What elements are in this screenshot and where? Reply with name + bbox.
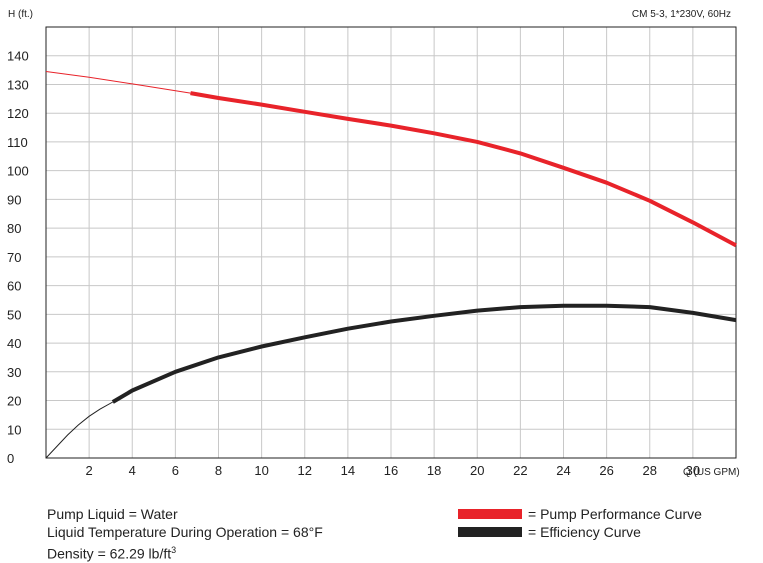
x-tick-label: 26 bbox=[599, 463, 613, 478]
x-axis-ticks: 2 4 6 8 10 12 14 16 18 20 22 24 26 28 30 bbox=[86, 463, 701, 478]
y-tick-label: 10 bbox=[7, 422, 21, 437]
y-tick-label: 50 bbox=[7, 307, 21, 322]
plot-frame bbox=[45, 26, 737, 459]
chart-grid bbox=[46, 27, 737, 458]
y-axis-title: H (ft.) bbox=[8, 9, 33, 20]
x-tick-label: 24 bbox=[556, 463, 570, 478]
x-axis-label: Q (US GPM) bbox=[683, 467, 740, 478]
y-axis-ticks: 0 10 20 30 40 50 60 70 80 90 100 110 120 130 140 bbox=[7, 49, 29, 466]
x-tick-label: 20 bbox=[470, 463, 484, 478]
x-tick-label: 8 bbox=[215, 463, 222, 478]
legend-label-efficiency: = Efficiency Curve bbox=[528, 524, 641, 540]
x-tick-label: 2 bbox=[86, 463, 93, 478]
y-tick-label: 70 bbox=[7, 250, 21, 265]
y-tick-label: 100 bbox=[7, 164, 29, 179]
x-tick-label: 10 bbox=[254, 463, 268, 478]
legend-swatch-performance bbox=[458, 509, 522, 519]
density-text: Density = 62.29 lb/ft3 bbox=[47, 541, 323, 563]
y-tick-label: 110 bbox=[7, 135, 28, 150]
y-tick-label: 60 bbox=[7, 279, 21, 294]
x-tick-label: 30 bbox=[686, 463, 700, 478]
x-tick-label: 16 bbox=[384, 463, 398, 478]
liquid-info: Pump Liquid = Water Liquid Temperature D… bbox=[47, 505, 323, 563]
y-tick-label: 30 bbox=[7, 365, 21, 380]
legend-swatch-efficiency bbox=[458, 527, 522, 537]
pump-liquid-text: Pump Liquid = Water bbox=[47, 506, 178, 522]
y-tick-label: 80 bbox=[7, 221, 21, 236]
y-tick-label: 120 bbox=[7, 106, 29, 121]
chart-curves bbox=[45, 71, 737, 459]
y-tick-label: 40 bbox=[7, 336, 21, 351]
x-tick-label: 6 bbox=[172, 463, 179, 478]
x-tick-label: 22 bbox=[513, 463, 527, 478]
y-tick-label: 20 bbox=[7, 394, 21, 409]
efficiency-curve-extension bbox=[45, 401, 114, 459]
legend-item-performance: = Pump Performance Curve bbox=[458, 505, 702, 523]
y-tick-label: 130 bbox=[7, 77, 29, 92]
y-tick-label: 90 bbox=[7, 192, 21, 207]
chart-legend: = Pump Performance Curve = Efficiency Cu… bbox=[458, 505, 702, 541]
y-tick-label: 0 bbox=[7, 451, 14, 466]
x-tick-label: 14 bbox=[341, 463, 355, 478]
performance-curve bbox=[190, 91, 737, 248]
liquid-temperature-text: Liquid Temperature During Operation = 68… bbox=[47, 524, 323, 540]
x-tick-label: 28 bbox=[643, 463, 657, 478]
pump-curve-chart: 2 4 6 8 10 12 14 16 18 20 22 24 26 28 30 0102030405060… bbox=[7, 9, 740, 478]
chart-model-title: CM 5-3, 1*230V, 60Hz bbox=[632, 9, 731, 20]
x-tick-label: 18 bbox=[427, 463, 441, 478]
legend-label-performance: = Pump Performance Curve bbox=[528, 506, 702, 522]
performance-curve-extension bbox=[45, 71, 191, 94]
y-tick-label: 140 bbox=[7, 49, 29, 64]
density-value: Density = 62.29 lb/ft bbox=[47, 545, 172, 562]
efficiency-curve bbox=[111, 303, 737, 404]
x-tick-label: 12 bbox=[298, 463, 312, 478]
density-exponent: 3 bbox=[171, 545, 177, 555]
legend-item-efficiency: = Efficiency Curve bbox=[458, 523, 702, 541]
x-tick-label: 4 bbox=[129, 463, 136, 478]
